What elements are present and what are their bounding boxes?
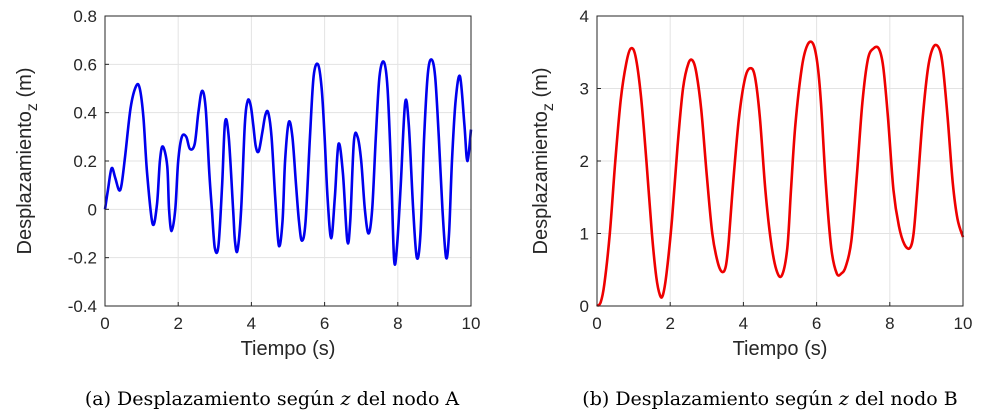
series-line [596, 40, 965, 308]
series-line [103, 58, 473, 266]
x-tick-label: 4 [247, 314, 256, 333]
tick-labels: 0 2 4 6 8 10 0 1 2 3 4 [580, 7, 973, 333]
y-tick-label: 2 [580, 152, 589, 171]
y-tick-label: 3 [580, 80, 589, 99]
y-tick-label: 1 [580, 225, 589, 244]
caption-b: (b) Desplazamiento según z del nodo B [582, 388, 957, 410]
y-tick-label: -0.4 [68, 297, 97, 316]
y-tick-label: 0.6 [73, 55, 97, 74]
x-tick-label: 2 [665, 314, 674, 333]
chart-panel-a: 0 2 4 6 8 10-0.4-0.200.20.40.60.8 Tiempo (s) … [14, 7, 480, 410]
y-tick-label: -0.2 [68, 249, 97, 268]
x-tick-label: 6 [812, 314, 821, 333]
x-axis-label: Tiempo (s) [733, 338, 828, 360]
y-tick-label: 4 [580, 7, 589, 26]
x-tick-label: 10 [954, 314, 973, 333]
x-tick-label: 8 [885, 314, 894, 333]
caption-a: (a) Desplazamiento según z del nodo A [85, 388, 460, 410]
x-tick-label: 0 [100, 314, 109, 333]
tick-labels: 0 2 4 6 8 10 -0.4 -0.2 0 0.2 0.4 0.6 0.8 [68, 7, 481, 333]
chart-panel-b: 0 2 4 6 8 10 0 1 2 3 4 Tiempo (s) Desplazamientoz … [530, 7, 972, 410]
data-series [103, 58, 473, 266]
y-tick-label: 0 [580, 297, 589, 316]
y-axis-label: Desplazamientoz (m) [530, 68, 557, 255]
y-tick-label: 0.8 [73, 7, 97, 26]
grid [597, 16, 963, 306]
x-tick-label: 10 [462, 314, 481, 333]
x-tick-label: 0 [592, 314, 601, 333]
y-tick-label: 0.4 [73, 104, 97, 123]
y-axis-label: Desplazamientoz (m) [14, 68, 41, 255]
y-tick-label: 0.2 [73, 152, 97, 171]
x-tick-label: 6 [320, 314, 329, 333]
x-axis-label: Tiempo (s) [241, 338, 336, 360]
x-tick-label: 2 [173, 314, 182, 333]
y-tick-label: 0 [88, 200, 97, 219]
x-tick-label: 8 [393, 314, 402, 333]
x-tick-label: 4 [739, 314, 748, 333]
data-series [596, 40, 965, 308]
